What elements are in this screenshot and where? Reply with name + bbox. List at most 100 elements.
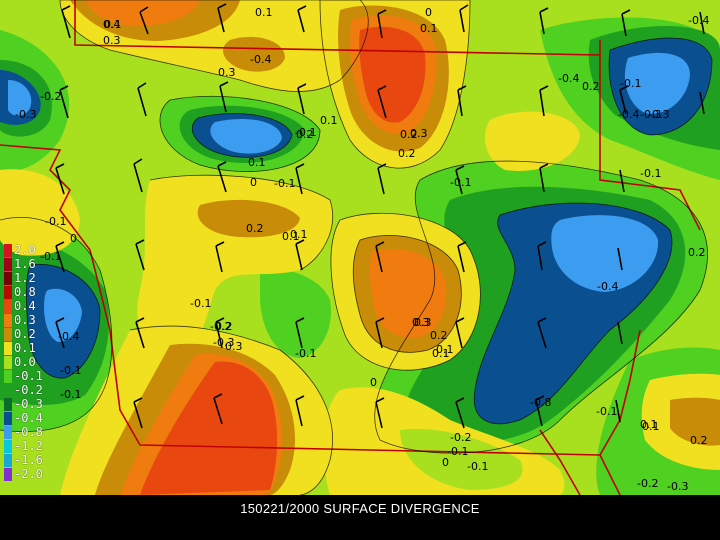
wind-barbs bbox=[55, 3, 705, 429]
legend-swatch bbox=[4, 440, 12, 453]
contour-label: -0.4 bbox=[250, 53, 271, 66]
legend-label: 1.6 bbox=[14, 257, 36, 271]
legend-item: 0.1 bbox=[2, 341, 50, 355]
contour-label: -0.1 bbox=[295, 347, 316, 360]
legend-label: 0.2 bbox=[14, 327, 36, 341]
contour-label: -0.8 bbox=[530, 396, 551, 409]
legend-label: 0.4 bbox=[14, 299, 36, 313]
legend-swatch bbox=[4, 258, 12, 271]
legend-swatch bbox=[4, 342, 12, 355]
legend-swatch bbox=[4, 244, 12, 257]
legend-item: -1.2 bbox=[2, 439, 50, 453]
legend-label: -2.0 bbox=[14, 467, 43, 481]
legend-item: 0.3 bbox=[2, 313, 50, 327]
legend-item: 0.4 bbox=[2, 299, 50, 313]
contour-label: 0.1 bbox=[320, 114, 338, 127]
contour-label: 0.2 bbox=[246, 222, 264, 235]
contour-label: 0.2 bbox=[400, 128, 418, 141]
legend-swatch bbox=[4, 370, 12, 383]
legend-label: -1.6 bbox=[14, 453, 43, 467]
legend-item: -2.0 bbox=[2, 467, 50, 481]
legend-label: 0.3 bbox=[14, 313, 36, 327]
legend-swatch bbox=[4, 314, 12, 327]
contour-label: 0 bbox=[70, 232, 77, 245]
contour-label: -0.1 bbox=[60, 364, 81, 377]
contour-label: 0 bbox=[250, 176, 257, 189]
contour-label: 0.2 bbox=[688, 246, 706, 259]
contour-label: -0.1 bbox=[40, 250, 61, 263]
contour-label: -0.2 bbox=[450, 431, 471, 444]
contour-label: 0.1 bbox=[282, 230, 300, 243]
legend-item: 2.0 bbox=[2, 243, 50, 257]
legend-label: 1.2 bbox=[14, 271, 36, 285]
legend-swatch bbox=[4, 384, 12, 397]
contour-label: 0.2 bbox=[690, 434, 708, 447]
contour-label: 0 bbox=[442, 456, 449, 469]
contour-label: -0.1 bbox=[467, 460, 488, 473]
contour-label: 0.1 bbox=[640, 418, 658, 431]
contour-label: 0.1 bbox=[642, 420, 660, 433]
contour-label: 0.3 bbox=[414, 316, 432, 329]
contour-label: -0.1 bbox=[274, 177, 295, 190]
contour-label: 0.2 bbox=[215, 320, 233, 333]
contour-label: 0.1 bbox=[248, 156, 266, 169]
legend-swatch bbox=[4, 468, 12, 481]
contour-label: 0.3 bbox=[103, 34, 121, 47]
contour-label: -0.3 bbox=[648, 108, 669, 121]
legend-item: 1.2 bbox=[2, 271, 50, 285]
contour-label: -0.3 bbox=[15, 108, 36, 121]
state-boundaries bbox=[0, 0, 701, 495]
contour-label: -0.1 bbox=[190, 297, 211, 310]
legend-item: -1.6 bbox=[2, 453, 50, 467]
contour-label: -0.1 bbox=[620, 77, 641, 90]
legend-label: 0.8 bbox=[14, 285, 36, 299]
contour-label: -0.4 bbox=[597, 280, 618, 293]
contour-label: -0.1 bbox=[447, 445, 468, 458]
legend-item: -0.1 bbox=[2, 369, 50, 383]
contour-value-labels: 0.40.30.1 00.1-0.4-0.2-0.3-0.40.20.3-0.40… bbox=[15, 6, 709, 493]
contour-label: 0.1 bbox=[432, 347, 450, 360]
legend-item: 1.6 bbox=[2, 257, 50, 271]
contour-label: 0.1 bbox=[436, 343, 454, 356]
legend-label: -0.2 bbox=[14, 383, 43, 397]
contour-label: -0.2 bbox=[40, 90, 61, 103]
contour-label: 0.2 bbox=[296, 128, 314, 141]
contour-label: 0.4 bbox=[103, 18, 121, 31]
contour-label: -0.1 bbox=[60, 388, 81, 401]
legend-item: -0.2 bbox=[2, 383, 50, 397]
legend-item: -0.3 bbox=[2, 397, 50, 411]
legend-swatch bbox=[4, 286, 12, 299]
contour-label: -0.4 bbox=[618, 108, 639, 121]
legend-swatch bbox=[4, 300, 12, 313]
legend-swatch bbox=[4, 454, 12, 467]
contour-label: 0.3 bbox=[412, 316, 430, 329]
legend-label: -0.3 bbox=[14, 397, 43, 411]
contour-label: -0.1 bbox=[640, 167, 661, 180]
contour-label: -0.4 bbox=[558, 72, 579, 85]
contour-label: 0.3 bbox=[410, 127, 428, 140]
contour-label: -0.2 bbox=[210, 320, 231, 333]
contour-label: 0 bbox=[370, 376, 377, 389]
legend-swatch bbox=[4, 272, 12, 285]
divergence-map: 0.40.30.1 00.1-0.4-0.2-0.3-0.40.20.3-0.40… bbox=[0, 0, 720, 495]
legend-label: 0.1 bbox=[14, 341, 36, 355]
contour-label: -0.3 bbox=[667, 480, 688, 493]
contour-lines bbox=[0, 0, 713, 495]
legend-label: -0.1 bbox=[14, 369, 43, 383]
legend-item: 0.0 bbox=[2, 355, 50, 369]
legend-swatch bbox=[4, 426, 12, 439]
contour-label: 0.2 bbox=[430, 329, 448, 342]
contour-label: -0.1 bbox=[295, 126, 316, 139]
contour-label: 0.2 bbox=[398, 147, 416, 160]
legend-item: 0.8 bbox=[2, 285, 50, 299]
legend-label: 0.0 bbox=[14, 355, 36, 369]
contour-label: 0.3 bbox=[225, 340, 243, 353]
contour-label: -0.3 bbox=[213, 336, 234, 349]
legend-label: -0.8 bbox=[14, 425, 43, 439]
color-legend: 2.0 1.6 1.2 0.8 0.4 0.3 0.2 0.1 0.0 -0.1 -0.2 -0.3 -… bbox=[2, 243, 50, 481]
contour-label: -0.4 bbox=[58, 330, 79, 343]
contour-label: 0.1 bbox=[290, 228, 308, 241]
legend-item: -0.8 bbox=[2, 425, 50, 439]
contour-label: -0.1 bbox=[596, 405, 617, 418]
